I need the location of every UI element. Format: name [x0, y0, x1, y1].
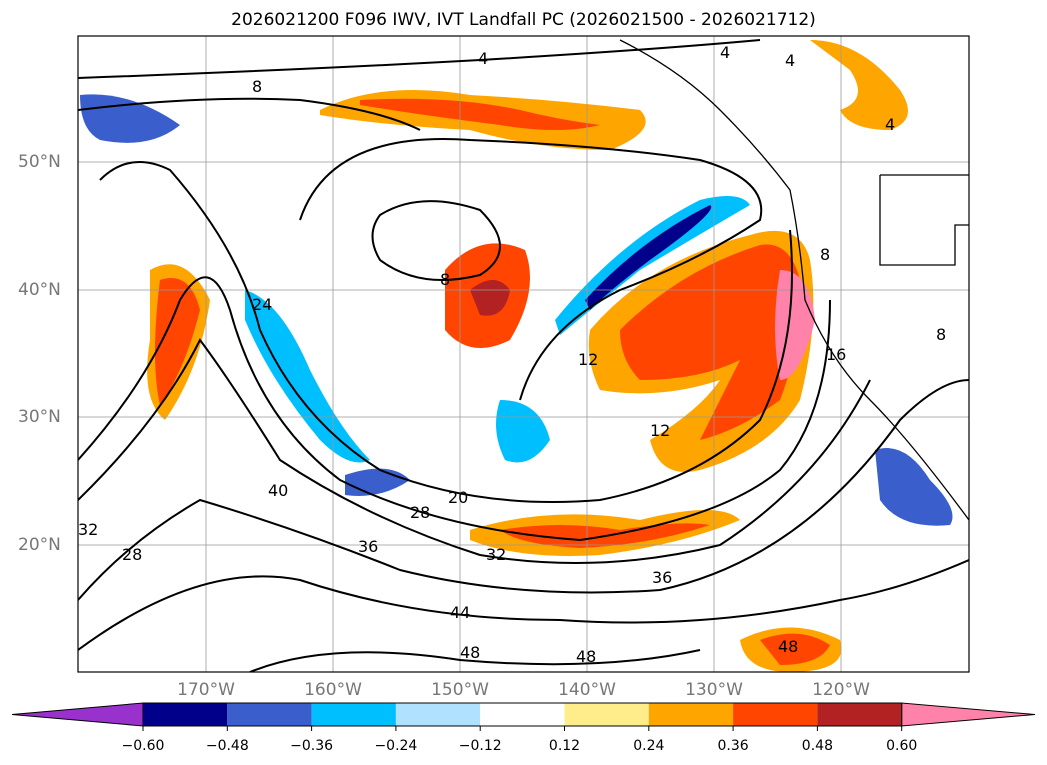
lon-label: 170°W: [177, 680, 235, 700]
lon-label: 160°W: [304, 680, 362, 700]
colorbar-bin: [817, 703, 902, 726]
contour-label: 16: [826, 345, 846, 364]
colorbar-outline: [142, 702, 903, 727]
colorbar-tick-label: 0.24: [633, 738, 665, 754]
lon-label: 130°W: [685, 680, 743, 700]
lon-label: 120°W: [812, 680, 870, 700]
contour-label: 24: [252, 295, 272, 314]
lat-label: 30°N: [18, 407, 61, 427]
colorbar-bin: [311, 703, 396, 726]
colorbar-bin: [480, 703, 565, 726]
lon-label: 140°W: [558, 680, 616, 700]
colorbar-extend-high: [901, 702, 1036, 727]
contour-label: 36: [652, 568, 672, 587]
lat-label: 50°N: [18, 152, 61, 172]
contour-label: 48: [576, 647, 596, 666]
contour-label: 36: [358, 537, 378, 556]
colorbar: [11, 702, 1036, 731]
colorbar-bin: [143, 703, 228, 726]
contour-label: 12: [650, 421, 670, 440]
lat-label: 40°N: [18, 280, 61, 300]
colorbar-tick-label: −0.48: [205, 738, 249, 754]
colorbar-bin: [733, 703, 818, 726]
contour-label: 8: [820, 245, 830, 264]
coastline: [619, 39, 969, 521]
contour-label: 8: [440, 270, 450, 289]
colorbar-extend-low: [11, 702, 144, 727]
colorbar-tick-label: −0.60: [121, 738, 165, 754]
contour-label: 28: [122, 545, 142, 564]
anomaly-fills: [80, 40, 953, 672]
contour-label: 20: [448, 488, 468, 507]
contour-label: 4: [478, 49, 488, 68]
colorbar-tick-label: −0.24: [374, 738, 418, 754]
colorbar-tick-label: 0.12: [548, 738, 581, 754]
contour-label: 4: [785, 51, 795, 70]
colorbar-bin: [395, 703, 481, 726]
colorbar-bin: [227, 703, 312, 726]
contour-label: 44: [450, 603, 470, 622]
lon-label: 150°W: [431, 680, 489, 700]
contour-label: 8: [936, 325, 946, 344]
lat-label: 20°N: [18, 535, 61, 555]
contour-label: 28: [410, 503, 430, 522]
contour-label: 48: [778, 637, 798, 656]
colorbar-tick-label: −0.36: [290, 738, 334, 754]
iwv-contours: [78, 39, 969, 672]
contour-label: 32: [78, 520, 98, 539]
gridlines: [78, 36, 969, 672]
contour-label: 32: [486, 545, 506, 564]
colorbar-bin: [648, 703, 734, 726]
contour-label: 4: [720, 43, 730, 62]
contour-label: 4: [885, 115, 895, 134]
contour-label: 12: [578, 350, 598, 369]
colorbar-bin: [564, 703, 649, 726]
map-title: 2026021200 F096 IWV, IVT Landfall PC (20…: [231, 10, 816, 30]
contour-label: 40: [268, 481, 288, 500]
contour-labels: 4 4 4 4 8 8 8 8 12 12 16 20 24 28 28 32 …: [78, 43, 946, 666]
colorbar-tick-label: 0.48: [801, 738, 833, 754]
colorbar-tick-label: 0.36: [717, 738, 749, 754]
colorbar-tick-label: 0.60: [886, 738, 918, 754]
contour-label: 8: [252, 77, 262, 96]
colorbar-tick-label: −0.12: [458, 738, 502, 754]
contour-label: 48: [460, 643, 480, 662]
